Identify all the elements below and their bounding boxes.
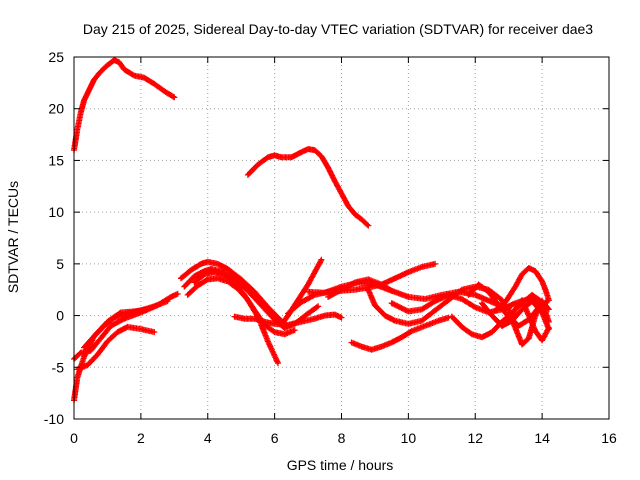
satellite-arc-22	[492, 265, 552, 314]
series-markers	[505, 298, 552, 348]
series-markers	[348, 314, 452, 353]
x-tick-label: 12	[467, 430, 483, 446]
x-tick-label: 4	[204, 430, 212, 446]
series-markers	[178, 258, 288, 327]
satellite-arc-2	[244, 146, 372, 229]
chart-title: Day 215 of 2025, Sidereal Day-to-day VTE…	[83, 21, 593, 37]
y-axis-label: SDTVAR / TECUs	[5, 181, 21, 293]
series-markers	[492, 265, 552, 314]
series-markers	[74, 323, 158, 373]
satellite-arc-16	[348, 314, 452, 353]
x-tick-label: 0	[70, 430, 78, 446]
x-axis-label: GPS time / hours	[287, 457, 394, 473]
series-markers	[191, 269, 298, 338]
y-tick-label: 15	[48, 152, 64, 168]
satellite-arc-15	[325, 276, 395, 300]
satellite-arc-7	[178, 258, 288, 327]
series-markers	[325, 276, 395, 300]
x-tick-label: 14	[534, 430, 550, 446]
x-tick-label: 8	[338, 430, 346, 446]
satellite-arc-6	[81, 298, 171, 351]
satellite-arc-24	[505, 298, 552, 348]
satellite-arc-5	[74, 323, 158, 373]
axis-ticks: 0 2 4 6 8 10 12 14 16 -10 -5 0 5 10 15 20 25	[44, 49, 617, 446]
y-tick-label: -10	[44, 411, 64, 427]
x-tick-label: 10	[401, 430, 417, 446]
y-tick-label: 20	[48, 101, 64, 117]
series-markers	[81, 298, 171, 351]
y-tick-label: -5	[52, 359, 65, 375]
grid-lines	[74, 57, 609, 419]
y-tick-label: 25	[48, 49, 64, 65]
y-tick-label: 0	[56, 308, 64, 324]
x-tick-label: 2	[137, 430, 145, 446]
satellite-arc-10	[191, 269, 298, 338]
series-markers	[244, 146, 372, 229]
x-tick-label: 16	[601, 430, 617, 446]
x-tick-label: 6	[271, 430, 279, 446]
y-tick-label: 5	[56, 256, 64, 272]
y-tick-label: 10	[48, 204, 64, 220]
